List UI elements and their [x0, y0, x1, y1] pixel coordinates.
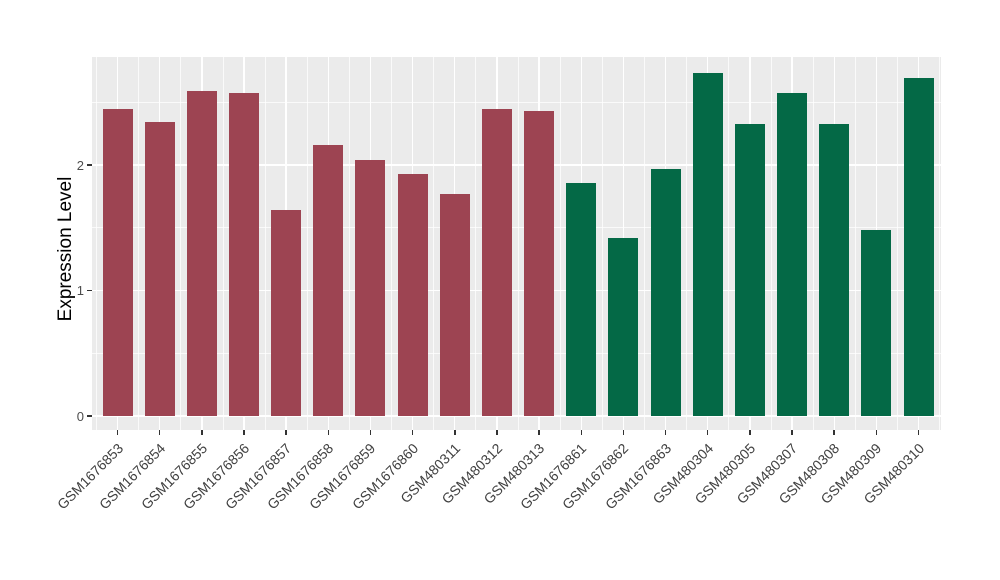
gridline-v-minor — [348, 57, 350, 430]
bar-GSM1676858 — [313, 144, 344, 416]
gridline-v-minor — [644, 57, 645, 430]
x-tick-mark — [285, 430, 287, 435]
gridline-h-major — [92, 289, 941, 292]
x-tick-mark — [411, 430, 414, 435]
x-tick-mark — [369, 430, 372, 435]
bar-GSM1676855 — [186, 90, 217, 416]
bar-GSM1676859 — [355, 159, 386, 416]
gridline-h-minor — [92, 101, 941, 103]
gridline-v-minor — [559, 57, 561, 430]
x-tick-mark — [749, 430, 751, 435]
y-tick-mark — [87, 415, 92, 417]
gridline-v-minor — [264, 57, 266, 430]
bar-GSM480305 — [734, 123, 765, 416]
bar-GSM1676861 — [566, 182, 597, 416]
bar-GSM480307 — [777, 93, 808, 416]
gridline-v-minor — [138, 57, 139, 430]
gridline-h-minor — [92, 352, 941, 354]
x-tick-mark — [706, 430, 709, 435]
gridline-v-minor — [180, 57, 182, 430]
plot-panel — [92, 57, 941, 430]
gridline-v-minor — [728, 57, 730, 430]
x-tick-mark — [454, 430, 456, 435]
x-tick-mark — [116, 430, 119, 435]
gridline-v-minor — [939, 57, 941, 430]
gridline-v-minor — [854, 57, 856, 430]
gridline-h-major — [92, 415, 941, 417]
y-axis-title: Expression Level — [55, 176, 76, 322]
bar-GSM480304 — [692, 73, 723, 416]
x-tick-mark — [664, 430, 667, 435]
bar-GSM480312 — [481, 108, 512, 416]
gridline-v-minor — [770, 57, 772, 430]
x-tick-mark — [201, 430, 203, 435]
y-tick-mark — [87, 289, 92, 292]
gridline-v-minor — [686, 57, 688, 430]
gridline-v-minor — [601, 57, 603, 430]
y-tick-mark — [87, 164, 92, 166]
gridline-v-minor — [306, 57, 308, 430]
bar-GSM1676863 — [650, 168, 681, 416]
bar-GSM1676854 — [144, 122, 175, 416]
bar-GSM480311 — [439, 193, 470, 416]
x-tick-mark — [327, 430, 330, 435]
x-tick-mark — [833, 430, 835, 435]
x-tick-mark — [622, 430, 625, 435]
gridline-v-minor — [391, 57, 392, 430]
gridline-v-minor — [222, 57, 224, 430]
x-tick-mark — [875, 430, 878, 435]
bar-GSM1676862 — [608, 237, 639, 416]
x-tick-mark — [243, 430, 245, 435]
y-tick-label: 1 — [76, 283, 84, 298]
bar-GSM1676856 — [228, 93, 259, 416]
bar-GSM480310 — [903, 78, 934, 416]
gridline-v-minor — [897, 57, 898, 430]
bar-GSM480308 — [819, 123, 850, 416]
bar-GSM1676857 — [271, 210, 302, 416]
bar-GSM1676853 — [102, 108, 133, 416]
x-tick-mark — [158, 430, 161, 435]
x-tick-mark — [496, 430, 498, 435]
x-tick-mark — [791, 430, 793, 435]
gridline-v-minor — [96, 57, 97, 430]
bar-GSM1676860 — [397, 173, 428, 416]
gridline-v-minor — [812, 57, 814, 430]
gridline-v-minor — [475, 57, 477, 430]
x-tick-mark — [580, 430, 582, 435]
y-tick-label: 0 — [76, 408, 84, 424]
bar-GSM480309 — [861, 230, 892, 416]
x-tick-mark — [538, 430, 540, 435]
gridline-v-minor — [517, 57, 519, 430]
gridline-h-minor — [92, 227, 941, 229]
x-tick-mark — [917, 430, 920, 435]
gridline-h-major — [92, 164, 941, 166]
y-tick-label: 2 — [76, 157, 84, 173]
bar-GSM480313 — [524, 111, 555, 416]
gridline-v-minor — [433, 57, 435, 430]
